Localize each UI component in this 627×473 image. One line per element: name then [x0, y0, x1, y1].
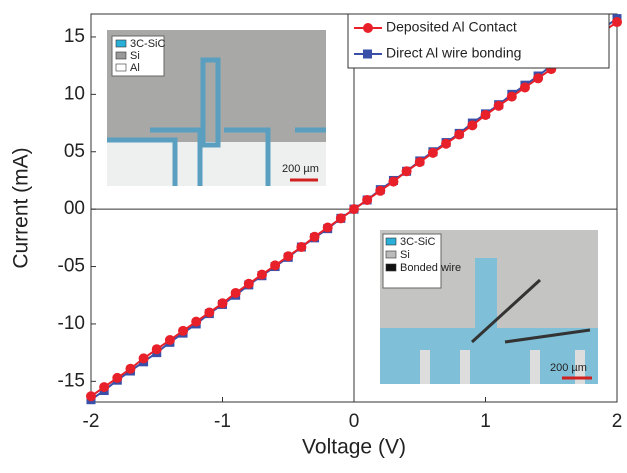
marker: [99, 382, 110, 393]
legend-marker: [363, 23, 373, 33]
marker: [270, 260, 281, 271]
marker: [283, 251, 294, 262]
marker: [362, 194, 373, 205]
marker: [506, 91, 517, 102]
x-tick-label: 2: [612, 411, 623, 432]
marker: [467, 120, 478, 131]
x-axis-label: Voltage (V): [302, 436, 406, 459]
marker: [296, 242, 307, 253]
marker: [414, 157, 425, 168]
x-tick-label: 1: [480, 411, 491, 432]
inset-photo: [380, 230, 598, 384]
marker: [375, 185, 386, 196]
inset-legend-label: 3C-SiC: [400, 236, 436, 248]
y-tick-label: 15: [64, 26, 85, 47]
inset-legend-label: Si: [400, 249, 410, 261]
y-tick-label: -15: [58, 370, 85, 391]
marker: [441, 138, 452, 149]
marker: [388, 176, 399, 187]
marker: [125, 363, 136, 374]
marker: [151, 344, 162, 355]
y-axis-label: Current (mA): [10, 147, 33, 268]
marker: [309, 231, 320, 242]
x-tick-label: -1: [214, 411, 231, 432]
x-tick-label: 0: [349, 411, 360, 432]
marker: [256, 269, 267, 280]
inset-legend-label: Al: [130, 62, 140, 74]
marker: [230, 287, 241, 298]
marker: [612, 17, 622, 28]
marker: [178, 325, 189, 336]
marker: [112, 372, 123, 383]
inset-photo: [107, 30, 326, 186]
inset-legend-label: Bonded wire: [400, 262, 461, 274]
inset-legend-label: 3C-SiC: [130, 38, 166, 50]
y-tick-label: -10: [58, 313, 85, 334]
legend-label: Direct Al wire bonding: [386, 45, 521, 61]
y-tick-label: 00: [64, 198, 85, 219]
marker: [204, 307, 215, 318]
inset-legend-label: Si: [130, 50, 140, 62]
marker: [519, 82, 530, 93]
marker: [322, 222, 333, 233]
marker: [164, 335, 175, 346]
marker: [533, 73, 544, 84]
legend-label: Deposited Al Contact: [386, 19, 517, 35]
marker: [427, 147, 438, 158]
y-tick-label: 10: [64, 83, 85, 104]
marker: [480, 110, 491, 121]
marker: [349, 204, 359, 215]
marker: [335, 213, 346, 224]
y-tick-label: 05: [64, 141, 85, 162]
marker: [86, 391, 96, 402]
marker: [454, 129, 465, 140]
x-tick-label: -2: [83, 411, 100, 432]
scale-bar-label: 200 µm: [282, 163, 319, 175]
legend-marker: [363, 49, 372, 59]
legend-box: [347, 13, 610, 69]
y-tick-label: -05: [58, 256, 85, 277]
marker: [401, 166, 412, 177]
marker: [138, 353, 149, 364]
marker: [191, 316, 202, 327]
scale-bar-label: 200 µm: [550, 362, 587, 374]
marker: [493, 100, 504, 111]
marker: [217, 298, 228, 309]
marker: [243, 278, 254, 289]
